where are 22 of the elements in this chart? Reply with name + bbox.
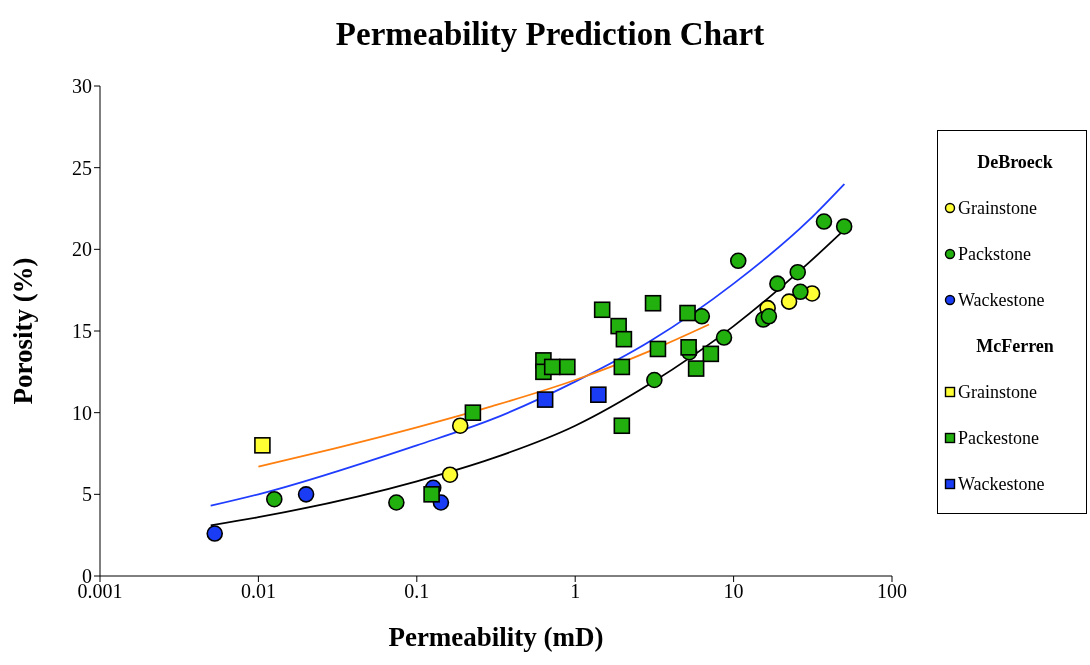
- y-tick-label: 20: [72, 238, 92, 261]
- y-tick-label: 5: [82, 483, 92, 506]
- y-tick-label: 10: [72, 401, 92, 424]
- y-axis-title: Porosity (%): [7, 257, 38, 405]
- x-axis-title: Permeability (mD): [388, 622, 604, 652]
- x-tick-label: 0.01: [240, 580, 276, 603]
- text: McFerren: [975, 335, 1055, 358]
- legend-label: Wackestone: [958, 289, 1045, 311]
- x-tick-label: 10: [723, 580, 744, 603]
- x-tick-label: 1: [570, 580, 581, 603]
- legend-label: Packstone: [958, 243, 1031, 265]
- chart-title: Permeability Prediction Chart: [334, 16, 766, 53]
- y-tick-label: 30: [72, 75, 92, 98]
- y-tick-label: 15: [72, 320, 92, 343]
- legend-label: Grainstone: [958, 197, 1037, 219]
- legend-label: Wackestone: [958, 473, 1045, 495]
- x-tick-label: 0.1: [404, 580, 430, 603]
- text: DeBroeck: [976, 151, 1054, 174]
- legend-label: Packestone: [958, 427, 1039, 449]
- y-tick-label: 25: [72, 156, 92, 179]
- legend-label: Grainstone: [958, 381, 1037, 403]
- x-tick-label: 100: [877, 580, 907, 603]
